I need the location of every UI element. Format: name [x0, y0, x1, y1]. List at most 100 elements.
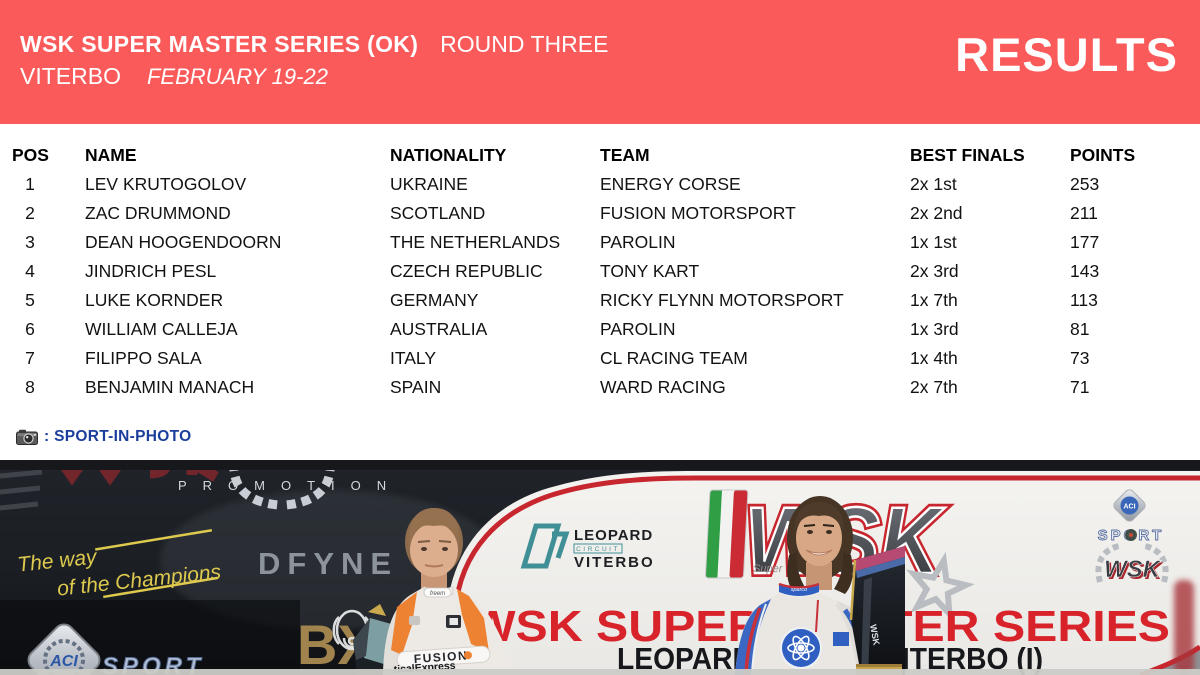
- banner-top-shadow: [0, 460, 1200, 470]
- cell-points: 73: [1070, 348, 1090, 368]
- cell-team: CL RACING TEAM: [600, 348, 748, 368]
- cell-team: WARD RACING: [600, 377, 726, 397]
- event-round: ROUND THREE: [440, 31, 609, 57]
- cell-nationality: GERMANY: [390, 290, 479, 310]
- col-header-nationality: NATIONALITY: [390, 144, 507, 165]
- wsk-wreath-shadow: WSK: [1106, 558, 1164, 585]
- cell-nationality: UKRAINE: [390, 174, 468, 194]
- suit-orange-right: [457, 589, 489, 652]
- cell-points: 113: [1070, 290, 1098, 310]
- event-location: VITERBO: [20, 63, 121, 89]
- results-table: POS NAME NATIONALITY TEAM BEST FINALS PO…: [0, 124, 1200, 402]
- header-event-block: WSK SUPER MASTER SERIES (OK) ROUND THREE …: [20, 28, 608, 92]
- aci-sport-right-logo: ACI SPORT: [1097, 489, 1162, 544]
- circuit-text: CIRCUIT: [576, 546, 620, 553]
- cell-name: BENJAMIN MANACH: [85, 377, 255, 397]
- table-row: 2 ZAC DRUMMOND SCOTLAND FUSION MOTORSPOR…: [0, 199, 1200, 228]
- cell-pos: 2: [25, 203, 35, 223]
- cell-nationality: AUSTRALIA: [390, 319, 488, 339]
- banner-red-trim: [452, 475, 1200, 675]
- cell-best-finals: 2x 3rd: [910, 261, 959, 281]
- cell-nationality: SPAIN: [390, 377, 442, 397]
- cell-points: 211: [1070, 203, 1098, 223]
- sparco-collar-text: sparco: [791, 587, 808, 593]
- cell-best-finals: 1x 3rd: [910, 319, 959, 339]
- italian-flag: [705, 489, 749, 579]
- cell-pos: 1: [25, 174, 35, 194]
- wsk-wreath-logo: WSK WSK: [1095, 543, 1169, 585]
- col-header-team: TEAM: [600, 144, 650, 165]
- event-title: WSK SUPER MASTER SERIES (OK): [20, 31, 419, 57]
- cell-team: PAROLIN: [600, 319, 676, 339]
- header-banner: WSK SUPER MASTER SERIES (OK) ROUND THREE …: [0, 0, 1200, 124]
- photo-credit: : SPORT-IN-PHOTO: [16, 426, 191, 448]
- cell-pos: 5: [25, 290, 35, 310]
- cell-name: FILIPPO SALA: [85, 348, 202, 368]
- cell-points: 253: [1070, 174, 1100, 194]
- table-row: 3 DEAN HOOGENDOORN THE NETHERLANDS PAROL…: [0, 228, 1200, 257]
- cell-name: ZAC DRUMMOND: [85, 203, 231, 223]
- podium-photo: PROMOTION The way of the Champions DFYNE…: [0, 460, 1200, 675]
- table-header-row: POS NAME NATIONALITY TEAM BEST FINALS PO…: [0, 140, 1200, 170]
- photo-credit-label: : SPORT-IN-PHOTO: [44, 428, 192, 445]
- cell-best-finals: 1x 1st: [910, 232, 957, 252]
- cell-best-finals: 1x 4th: [910, 348, 958, 368]
- cell-pos: 7: [25, 348, 35, 368]
- col-header-pos: POS: [12, 144, 49, 165]
- driver-right: sparco: [735, 496, 882, 675]
- cell-name: LUKE KORNDER: [85, 290, 224, 310]
- cell-name: WILLIAM CALLEJA: [85, 319, 238, 339]
- table-row: 6 WILLIAM CALLEJA AUSTRALIA PAROLIN 1x 3…: [0, 315, 1200, 344]
- cell-pos: 6: [25, 319, 35, 339]
- cell-nationality: SCOTLAND: [390, 203, 486, 223]
- aci-right-text: ACI: [1123, 504, 1135, 511]
- col-header-name: NAME: [85, 144, 137, 165]
- cell-name: DEAN HOOGENDOORN: [85, 232, 282, 252]
- aci-left-text: ACI: [49, 653, 78, 670]
- cell-best-finals: 1x 7th: [910, 290, 958, 310]
- col-header-best-finals: BEST FINALS: [910, 144, 1025, 165]
- wsk-star-icon: [906, 551, 975, 622]
- cell-name: JINDRICH PESL: [85, 261, 217, 281]
- cell-points: 177: [1070, 232, 1100, 252]
- cell-team: TONY KART: [600, 261, 700, 281]
- table-row: 5 LUKE KORNDER GERMANY RICKY FLYNN MOTOR…: [0, 286, 1200, 315]
- cell-team: PAROLIN: [600, 232, 676, 252]
- fusion-text: FUSION: [413, 648, 468, 666]
- cell-team: RICKY FLYNN MOTORSPORT: [600, 290, 844, 310]
- suit-orange-left: [391, 592, 417, 655]
- table-row: 4 JINDRICH PESL CZECH REPUBLIC TONY KART…: [0, 257, 1200, 286]
- trophy-wsk-text: WSK: [868, 624, 882, 647]
- cell-best-finals: 2x 7th: [910, 377, 958, 397]
- cell-name: LEV KRUTOGOLOV: [85, 174, 247, 194]
- trophy-right: WSK: [849, 546, 905, 675]
- cell-best-finals: 2x 2nd: [910, 203, 963, 223]
- cell-nationality: ITALY: [390, 348, 437, 368]
- leopard-text: LEOPARD: [574, 527, 653, 544]
- cell-points: 71: [1070, 377, 1090, 397]
- atom-chest-logo: [780, 627, 822, 669]
- col-header-points: POINTS: [1070, 144, 1136, 165]
- dfyne-logo-text: DFYNE: [258, 546, 398, 581]
- grandstand-lines: [0, 469, 43, 511]
- cell-nationality: CZECH REPUBLIC: [390, 261, 543, 281]
- page-title: RESULTS: [955, 28, 1178, 81]
- freem-collar-text: freem: [430, 591, 445, 597]
- foreground-red-blur: [1174, 580, 1194, 675]
- podium-table-edge: [0, 669, 1200, 675]
- cell-team: FUSION MOTORSPORT: [600, 203, 796, 223]
- cell-pos: 4: [25, 261, 35, 281]
- cell-pos: 8: [25, 377, 35, 397]
- table-row: 7 FILIPPO SALA ITALY CL RACING TEAM 1x 4…: [0, 344, 1200, 373]
- promotion-text: PROMOTION: [178, 478, 402, 493]
- leopard-circuit-logo: LEOPARD CIRCUIT VITERBO: [520, 523, 655, 571]
- camera-icon: [16, 429, 38, 445]
- viterbo-text: VITERBO: [574, 554, 655, 571]
- cell-best-finals: 2x 1st: [910, 174, 957, 194]
- cell-points: 143: [1070, 261, 1100, 281]
- cell-team: ENERGY CORSE: [600, 174, 741, 194]
- table-row: 8 BENJAMIN MANACH SPAIN WARD RACING 2x 7…: [0, 373, 1200, 402]
- cell-pos: 3: [25, 232, 35, 252]
- cell-points: 81: [1070, 319, 1090, 339]
- wsk-sub-left: Super: [753, 563, 784, 575]
